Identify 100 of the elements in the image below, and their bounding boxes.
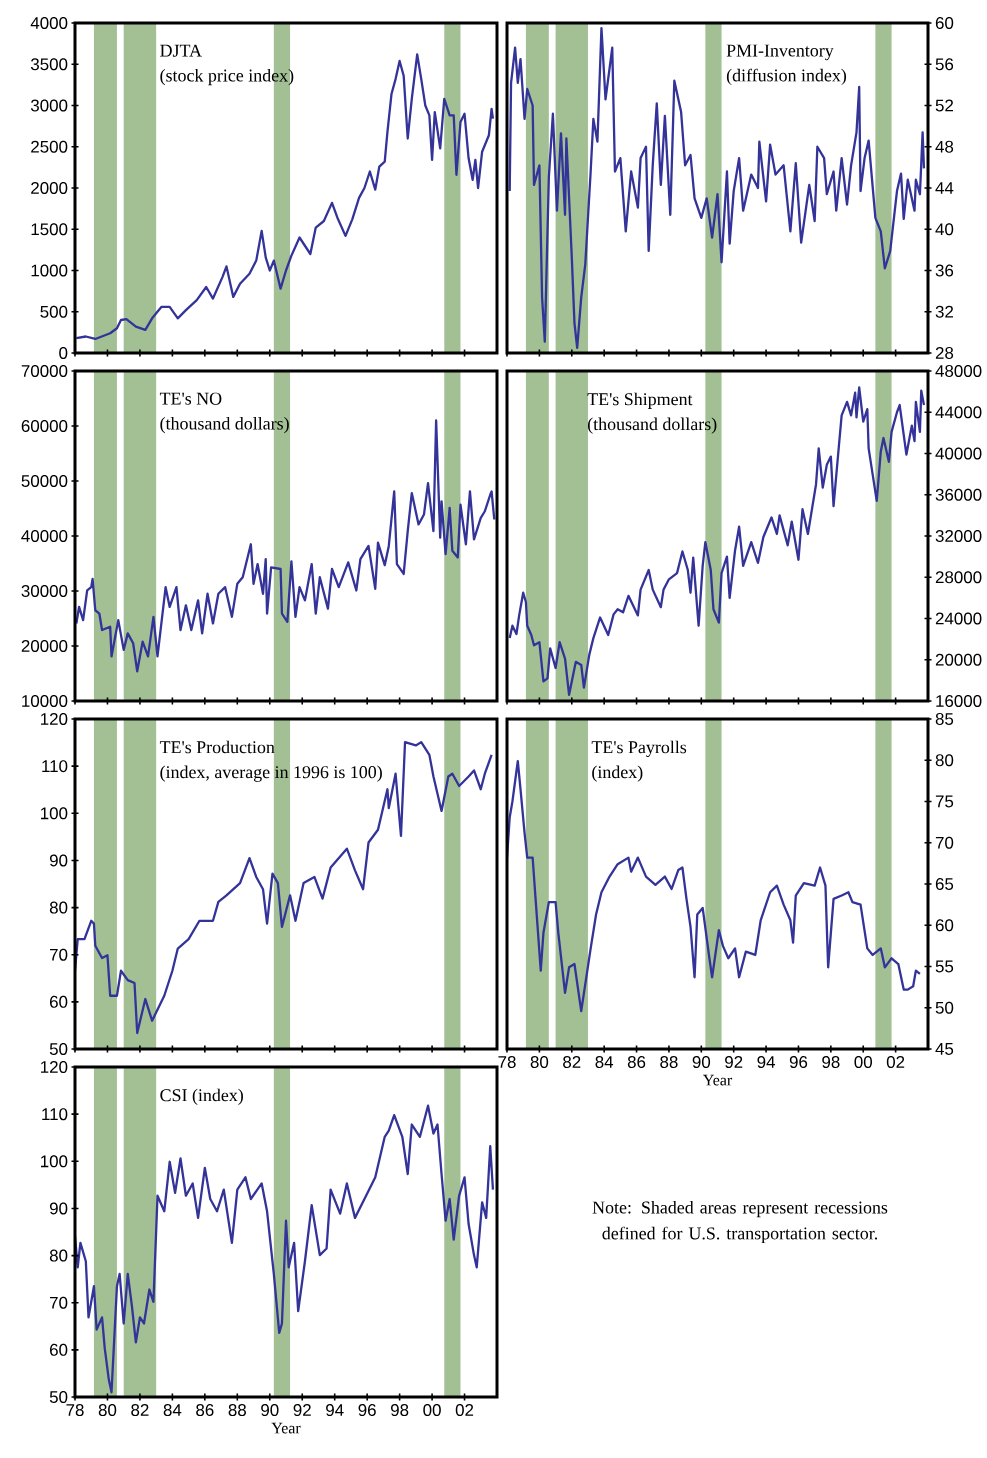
x-tick-label: 78: [498, 1056, 516, 1069]
y-tick-label: 30000: [21, 585, 68, 597]
x-tick-label: 98: [822, 1056, 840, 1069]
y-tick-label: 75: [935, 795, 954, 808]
x-tick-label: 94: [326, 1404, 344, 1417]
text: (diffusion index): [726, 68, 847, 86]
y-tick-label: 1500: [31, 223, 68, 236]
y-tick-label: 0: [59, 347, 68, 359]
text: DJTA: [160, 44, 202, 57]
x-tick-label: 90: [692, 1056, 711, 1069]
y-tick-label: 48000: [935, 365, 982, 378]
y-tick-label: 80: [49, 901, 68, 914]
x-tick-label: 00: [423, 1404, 441, 1417]
x-tick-label: 00: [854, 1056, 872, 1069]
x-tick-label: 96: [358, 1404, 376, 1417]
y-tick-label: 28: [935, 347, 954, 359]
y-tick-label: 40: [935, 223, 954, 236]
text: TE's NO: [159, 392, 222, 405]
y-tick-label: 85: [935, 713, 954, 726]
y-tick-label: 60: [935, 17, 954, 29]
y-tick-label: 80: [49, 1249, 68, 1262]
y-tick-label: 60000: [21, 420, 68, 433]
y-tick-label: 50000: [21, 475, 68, 487]
y-tick-label: 60: [50, 1343, 68, 1356]
x-axis-title: Year: [702, 1074, 733, 1086]
y-tick-label: 3500: [30, 58, 68, 71]
line-series: [508, 386, 926, 696]
y-tick-label: 24000: [935, 612, 982, 625]
y-tick-label: 90: [49, 854, 68, 867]
x-tick-label: 80: [530, 1056, 549, 1069]
x-tick-label: 98: [391, 1404, 409, 1417]
x-tick-label: 80: [98, 1404, 117, 1417]
x-axis-title: Year: [271, 1422, 301, 1434]
x-tick-label: 78: [66, 1404, 84, 1417]
y-tick-label: 3000: [30, 99, 68, 112]
y-tick-label: 36: [935, 264, 954, 277]
line-series: [75, 1104, 495, 1394]
y-tick-label: 32000: [935, 530, 982, 543]
y-tick-label: 70: [50, 1296, 68, 1309]
y-tick-label: 70000: [21, 365, 68, 378]
x-tick-label: 92: [293, 1404, 311, 1417]
y-tick-label: 2500: [31, 140, 68, 153]
y-tick-label: 20000: [21, 640, 68, 652]
x-tick-label: 02: [455, 1404, 474, 1417]
y-tick-label: 100: [41, 807, 68, 820]
y-tick-label: 120: [41, 713, 68, 726]
y-tick-label: 120: [41, 1061, 68, 1074]
y-tick-label: 65: [935, 878, 954, 891]
y-tick-label: 40000: [21, 530, 68, 542]
x-tick-label: 88: [660, 1056, 678, 1069]
y-tick-label: 36000: [935, 488, 982, 501]
x-tick-label: 94: [757, 1056, 775, 1069]
y-tick-label: 4000: [30, 17, 68, 29]
text: (thousand dollars): [587, 417, 717, 434]
y-tick-label: 70: [50, 948, 68, 961]
x-tick-label: 82: [563, 1056, 581, 1069]
text: (index): [592, 765, 643, 782]
y-tick-label: 500: [40, 305, 68, 318]
y-tick-label: 44000: [935, 406, 982, 419]
y-tick-label: 50: [49, 1043, 68, 1056]
y-tick-label: 52: [935, 99, 954, 112]
y-tick-label: 44: [935, 182, 954, 194]
text: TE's Shipment: [587, 392, 693, 409]
y-tick-label: 100: [41, 1155, 68, 1168]
x-tick-label: 84: [595, 1056, 614, 1069]
y-tick-label: 56: [935, 58, 954, 71]
y-tick-label: 1000: [31, 264, 68, 277]
line-series: [508, 27, 926, 349]
y-tick-label: 28000: [935, 571, 982, 584]
text: (stock price index): [160, 68, 294, 86]
line-series: [507, 759, 922, 1013]
text: CSI (index): [160, 1088, 243, 1105]
x-tick-label: 96: [789, 1056, 808, 1069]
y-tick-label: 90: [49, 1202, 68, 1215]
x-tick-label: 84: [163, 1404, 182, 1417]
line-series: [75, 740, 493, 1035]
x-tick-label: 86: [196, 1404, 214, 1417]
y-tick-label: 16000: [936, 695, 982, 708]
y-tick-label: 40000: [935, 447, 982, 460]
y-tick-label: 110: [42, 1108, 68, 1121]
y-tick-label: 20000: [935, 653, 982, 666]
y-tick-label: 60: [50, 995, 68, 1008]
text: TE's Production: [159, 740, 275, 754]
y-tick-label: 60: [935, 919, 954, 932]
text: PMI-Inventory: [726, 44, 834, 61]
y-tick-label: 45: [935, 1043, 954, 1055]
y-tick-label: 80: [935, 754, 954, 767]
y-tick-label: 2000: [31, 182, 68, 194]
y-tick-label: 50: [935, 1001, 954, 1014]
x-tick-label: 90: [261, 1404, 279, 1417]
text: (index, average in 1996 is 100): [160, 765, 382, 782]
x-tick-label: 02: [886, 1056, 905, 1069]
y-tick-label: 10000: [22, 695, 68, 707]
y-tick-label: 55: [935, 960, 954, 973]
y-tick-label: 32: [935, 305, 954, 318]
y-tick-label: 48: [935, 140, 954, 153]
y-tick-label: 70: [935, 836, 954, 849]
text: (thousand dollars): [160, 416, 289, 434]
y-tick-label: 110: [42, 760, 68, 773]
x-tick-label: 86: [627, 1056, 646, 1069]
